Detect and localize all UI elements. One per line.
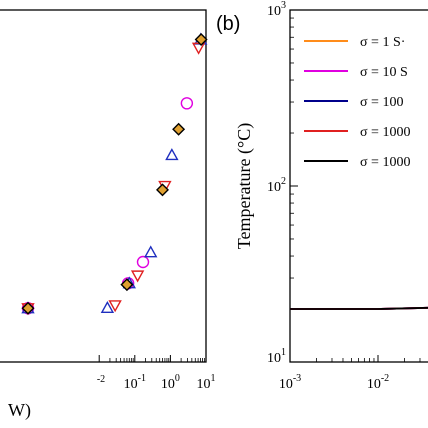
y-tick-label-b: 103 (267, 0, 286, 19)
data-point-diamond (156, 183, 169, 197)
series-line (290, 306, 428, 310)
y-tick-label-b-base: 10 (267, 4, 281, 19)
x-tick-label-a: -2 (97, 374, 105, 385)
data-points-a (21, 32, 208, 316)
data-point-triangle-up (144, 245, 158, 258)
legend-label: σ = 1000 (360, 155, 410, 170)
y-tick-label-b: 101 (267, 347, 286, 366)
x-tick-label-a-base: 10 (161, 377, 175, 392)
data-point-triangle-up (165, 148, 179, 161)
x-tick-label-a-exp: -2 (97, 374, 105, 385)
x-tick-label-b-exp: -3 (293, 373, 301, 384)
plot-frame-a (0, 9, 207, 363)
data-point-diamond (194, 32, 208, 46)
y-tick-label-b: 102 (267, 176, 286, 195)
y-tick-label-b-exp: 2 (281, 176, 286, 187)
data-point-triangle-up (100, 300, 115, 313)
data-point-diamond (120, 278, 134, 292)
x-tick-label-b: 10-2 (367, 373, 389, 392)
panel-a: -2 10-1 100 101 W) (0, 9, 216, 421)
data-point-triangle-down (191, 42, 206, 55)
panel-label-b: (b) (216, 13, 240, 35)
legend-b: σ = 1 S· σ = 10 S σ = 100 σ = 1000 σ = 1000 (304, 35, 410, 170)
x-tick-label-a: 10-1 (124, 373, 146, 392)
data-point-triangle-down (130, 270, 145, 283)
x-tick-label-a-exp: 0 (175, 373, 180, 384)
data-point-circle (136, 255, 150, 269)
y-tick-label-b-exp: 3 (281, 0, 286, 11)
legend-label: σ = 10 S (360, 65, 408, 80)
x-ticks-a: -2 10-1 100 101 (97, 355, 216, 392)
x-tick-label-a: 101 (197, 373, 216, 392)
data-point-triangle-down (108, 300, 122, 313)
y-tick-label-b-base: 10 (267, 180, 281, 195)
x-tick-label-a-base: 10 (124, 377, 138, 392)
x-tick-label-a: 100 (161, 373, 180, 392)
x-tick-label-a-exp: 1 (211, 373, 216, 384)
data-point-circle (180, 97, 194, 110)
y-axis-label-b: Temperature (°C) (234, 123, 255, 249)
x-tick-label-b-exp: -2 (381, 373, 389, 384)
data-point-diamond (21, 301, 35, 315)
x-tick-label-b-base: 10 (279, 377, 293, 392)
x-axis-label-a: W) (8, 400, 31, 421)
legend-label: σ = 100 (360, 95, 403, 110)
series-lines-b (290, 306, 428, 310)
y-tick-label-b-base: 10 (267, 351, 281, 366)
x-tick-label-b-base: 10 (367, 377, 381, 392)
x-tick-label-a-base: 10 (197, 377, 211, 392)
x-tick-label-a-exp: -1 (138, 373, 146, 384)
legend-label: σ = 1000 (360, 125, 410, 140)
y-tick-label-b-exp: 1 (281, 347, 286, 358)
data-point-diamond (172, 122, 186, 136)
x-tick-label-b: 10-3 (279, 373, 301, 392)
legend-label: σ = 1 S· (360, 35, 405, 50)
